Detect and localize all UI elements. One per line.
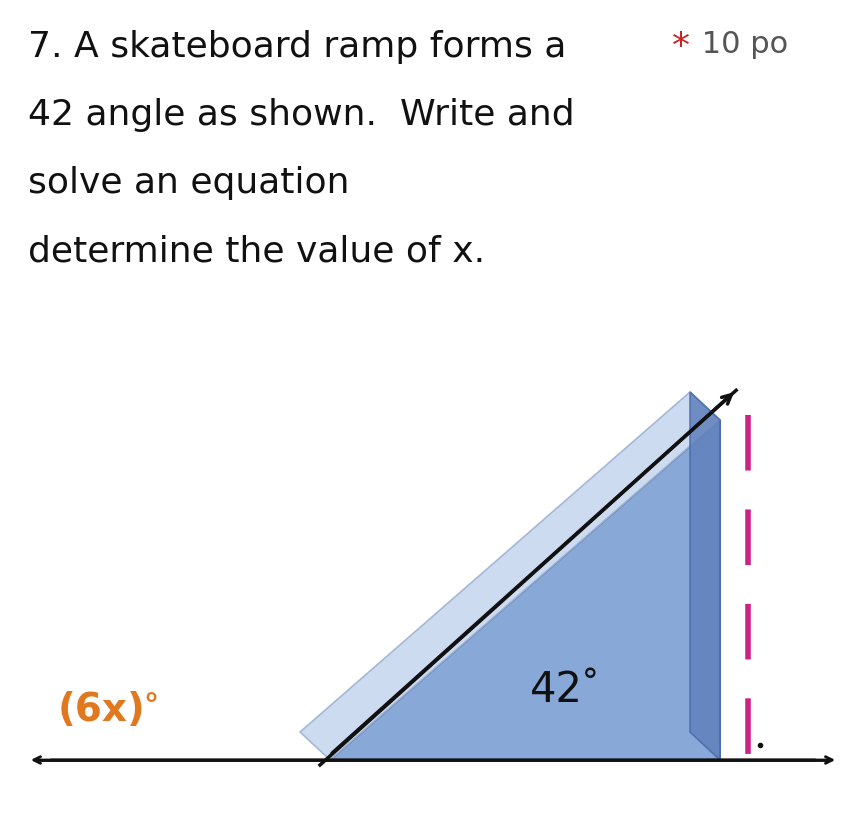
Text: 42: 42 bbox=[530, 669, 583, 711]
Text: (6x): (6x) bbox=[58, 691, 146, 729]
Text: 10 po: 10 po bbox=[692, 30, 788, 59]
Text: 7. A skateboard ramp forms a: 7. A skateboard ramp forms a bbox=[28, 30, 566, 64]
Text: 42 angle as shown.  Write and: 42 angle as shown. Write and bbox=[28, 98, 575, 132]
Text: solve an equation: solve an equation bbox=[28, 166, 350, 200]
Polygon shape bbox=[330, 420, 720, 760]
Polygon shape bbox=[300, 392, 720, 760]
Polygon shape bbox=[690, 392, 720, 760]
Text: determine the value of x.: determine the value of x. bbox=[28, 234, 485, 268]
Text: *: * bbox=[672, 30, 690, 64]
Text: °: ° bbox=[143, 691, 158, 721]
Text: °: ° bbox=[582, 667, 599, 700]
